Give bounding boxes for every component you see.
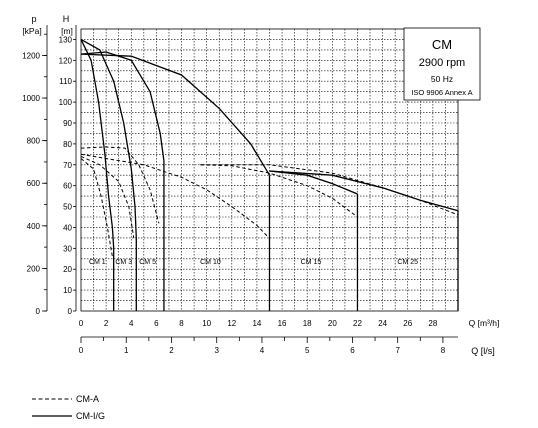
pressure-axis-label: [kPa] xyxy=(22,26,41,36)
pressure-axis-unit: p xyxy=(31,14,36,24)
flow-ls-tick-label: 7 xyxy=(395,346,400,355)
cm-i-g-curve-cm-15 xyxy=(269,170,358,195)
curve-label: CM 5 xyxy=(139,259,156,266)
pressure-tick-label: 800 xyxy=(27,137,41,146)
flow-ls-tick-label: 6 xyxy=(350,346,355,355)
head-tick-label: 70 xyxy=(63,161,72,170)
flow-ls-tick-label: 0 xyxy=(79,346,84,355)
flow-m3h-tick-label: 22 xyxy=(353,319,362,328)
pressure-tick-label: 1200 xyxy=(22,51,40,60)
cm-i-g-curve-cm-25 xyxy=(269,170,459,212)
curve-label: CM 1 xyxy=(89,259,106,266)
head-axis-unit: H xyxy=(63,14,70,24)
curve-label: CM 25 xyxy=(397,259,418,266)
curve-layer: CM 1 CM 3 CM 5 CM 10 CM 15 CM 25 xyxy=(80,38,459,311)
head-axis-label: [m] xyxy=(61,26,73,36)
cm-a-curve-cm-15 xyxy=(200,164,358,218)
grid xyxy=(81,29,458,311)
cm-i-g-curve-cm-5 xyxy=(80,51,165,161)
flow-ls-tick-label: 3 xyxy=(214,346,219,355)
info-box-title: CM xyxy=(432,37,452,52)
legend: CM-A CM-I/G xyxy=(32,394,105,421)
cm-a-curve-cm-25 xyxy=(200,164,459,216)
legend-label-cm-a: CM-A xyxy=(76,394,99,404)
pressure-tick-label: 1000 xyxy=(22,94,40,103)
cm-i-g-curve-cm-10 xyxy=(80,53,271,176)
head-tick-label: 130 xyxy=(59,35,73,44)
flow-m3h-tick-label: 2 xyxy=(104,319,109,328)
pressure-tick-label: 0 xyxy=(36,307,41,316)
head-tick-label: 90 xyxy=(63,119,72,128)
curve-label: CM 15 xyxy=(301,259,322,266)
flow-m3h-tick-label: 10 xyxy=(202,319,211,328)
head-tick-label: 20 xyxy=(63,265,72,274)
head-tick-label: 50 xyxy=(63,203,72,212)
pressure-tick-label: 600 xyxy=(27,179,41,188)
flow-m3h-tick-label: 20 xyxy=(328,319,337,328)
flow-m3h-tick-label: 12 xyxy=(227,319,236,328)
head-tick-label: 40 xyxy=(63,223,72,232)
flow-m3h-tick-label: 8 xyxy=(179,319,184,328)
info-box-frequency: 50 Hz xyxy=(431,74,453,84)
head-tick-label: 10 xyxy=(63,286,72,295)
curve-label: CM 10 xyxy=(200,259,221,266)
curve-label: CM 3 xyxy=(115,259,132,266)
flow-ls-tick-label: 4 xyxy=(260,346,265,355)
head-tick-label: 120 xyxy=(59,56,73,65)
pressure-tick-label: 400 xyxy=(27,222,41,231)
cm-i-g-curve-cm-3 xyxy=(80,38,137,238)
axes-layer: 0102030405060708090100110120130H[m]02004… xyxy=(22,14,499,356)
head-tick-label: 30 xyxy=(63,244,72,253)
flow-m3h-tick-label: 4 xyxy=(129,319,134,328)
flow-ls-tick-label: 2 xyxy=(169,346,174,355)
cm-i-g-curve-cm-1 xyxy=(80,39,115,249)
cm-a-curve-cm-3 xyxy=(80,155,135,238)
head-tick-label: 0 xyxy=(68,307,73,316)
flow-m3h-tick-label: 18 xyxy=(303,319,312,328)
flow-m3h-tick-label: 26 xyxy=(403,319,412,328)
head-tick-label: 60 xyxy=(63,182,72,191)
cm-a-curve-cm-10 xyxy=(80,153,268,237)
flow-ls-tick-label: 8 xyxy=(441,346,446,355)
flow-ls-tick-label: 5 xyxy=(305,346,310,355)
flow-m3h-axis-label: Q [m³/h] xyxy=(469,318,500,328)
pressure-tick-label: 200 xyxy=(27,264,41,273)
flow-m3h-tick-label: 6 xyxy=(154,319,159,328)
head-tick-label: 80 xyxy=(63,140,72,149)
cm-a-curve-cm-5 xyxy=(80,146,160,224)
info-box-standard: ISO 9906 Annex A xyxy=(411,88,472,97)
info-box-speed: 2900 rpm xyxy=(419,57,465,69)
flow-m3h-tick-label: 16 xyxy=(278,319,287,328)
legend-label-cm-i-g: CM-I/G xyxy=(76,411,105,421)
head-tick-label: 100 xyxy=(59,98,73,107)
flow-m3h-tick-label: 0 xyxy=(79,319,84,328)
flow-m3h-tick-label: 14 xyxy=(252,319,261,328)
flow-m3h-tick-label: 24 xyxy=(378,319,387,328)
head-tick-label: 110 xyxy=(59,77,72,86)
info-box: CM 2900 rpm 50 Hz ISO 9906 Annex A xyxy=(403,27,481,101)
cm-a-curve-cm-1 xyxy=(80,158,113,257)
flow-m3h-tick-label: 28 xyxy=(428,319,437,328)
flow-ls-axis-label: Q [l/s] xyxy=(471,346,495,356)
flow-ls-tick-label: 1 xyxy=(124,346,129,355)
